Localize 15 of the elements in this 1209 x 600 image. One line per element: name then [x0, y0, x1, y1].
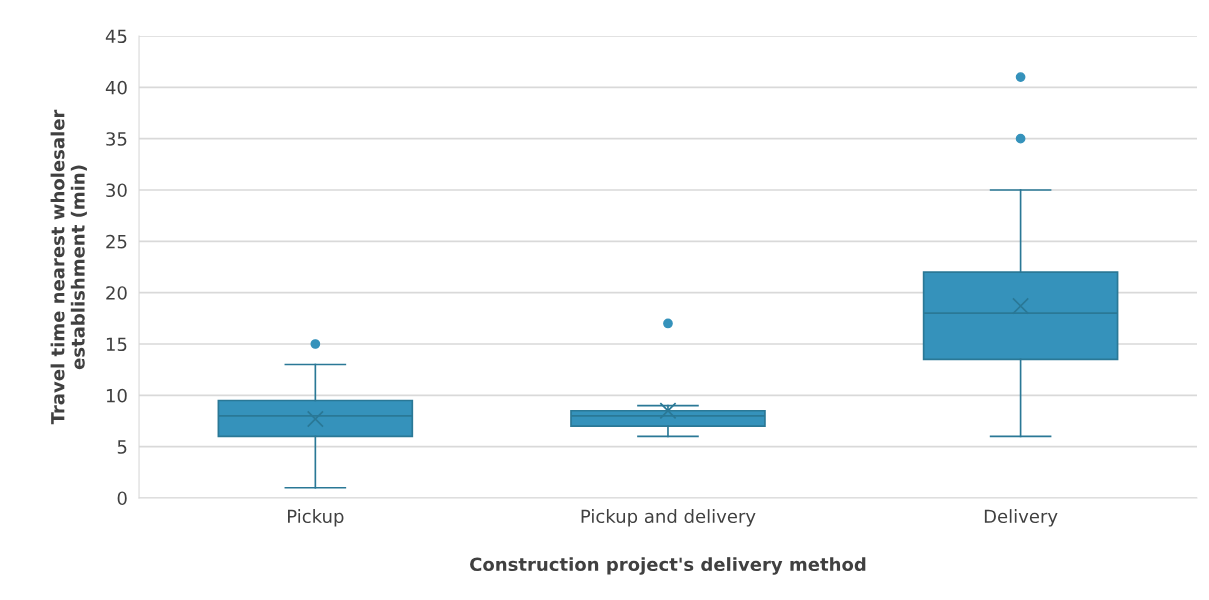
y-tick-label: 40: [105, 80, 127, 95]
x-tick-label: Pickup: [288, 509, 344, 527]
x-axis-title: Construction project's delivery method: [470, 557, 866, 575]
y-tick-label: 5: [117, 440, 127, 454]
y-tick-label: 30: [106, 183, 127, 198]
y-tick-label: 10: [106, 388, 127, 403]
y-tick-label: 25: [106, 234, 127, 249]
y-tick-label: 35: [106, 132, 127, 146]
y-tick-label: 20: [106, 286, 127, 300]
y-axis-title: Travel time nearest wholesaler establishment (min): [50, 109, 87, 425]
y-tick-label: 0: [117, 491, 127, 506]
y-tick-label: 45: [105, 29, 127, 44]
x-tick-label: Pickup and delivery: [581, 509, 756, 527]
y-tick-label: 15: [106, 337, 127, 352]
x-tick-label: Delivery: [984, 509, 1058, 527]
